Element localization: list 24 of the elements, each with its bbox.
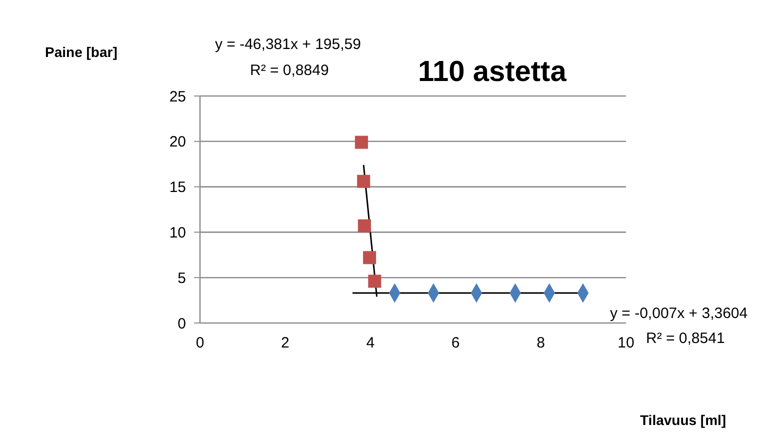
y-tick-label: 25 bbox=[169, 88, 186, 106]
x-tick-label: 10 bbox=[618, 334, 634, 352]
x-tick-label: 8 bbox=[536, 334, 545, 352]
point bbox=[363, 251, 376, 264]
point bbox=[354, 136, 368, 149]
y-tick-label: 10 bbox=[169, 224, 186, 242]
x-tick-label: 4 bbox=[366, 334, 375, 352]
x-tick-label: 0 bbox=[196, 334, 204, 352]
text: R² = 0,8849 bbox=[250, 62, 329, 79]
text: y = -46,381x + 195,59 bbox=[215, 36, 361, 53]
x-axis-title: Tilavuus [ml] bbox=[640, 412, 726, 428]
y-tick-label: 20 bbox=[169, 134, 186, 151]
annotation: y = -0,007x + 3,3604 bbox=[610, 305, 748, 322]
x-tick-label: 2 bbox=[281, 334, 290, 352]
x-tick-label: 6 bbox=[451, 334, 460, 352]
point bbox=[358, 219, 371, 232]
point bbox=[368, 274, 382, 288]
chart-title: 110 astetta bbox=[418, 56, 566, 89]
point bbox=[357, 174, 370, 188]
text: R² = 0,8541 bbox=[646, 330, 725, 347]
y-tick-label: 0 bbox=[178, 315, 186, 332]
y-axis-title: Paine [bar] bbox=[45, 44, 118, 60]
y-tick-label: 15 bbox=[169, 179, 186, 196]
y-tick-label: 5 bbox=[178, 270, 186, 287]
